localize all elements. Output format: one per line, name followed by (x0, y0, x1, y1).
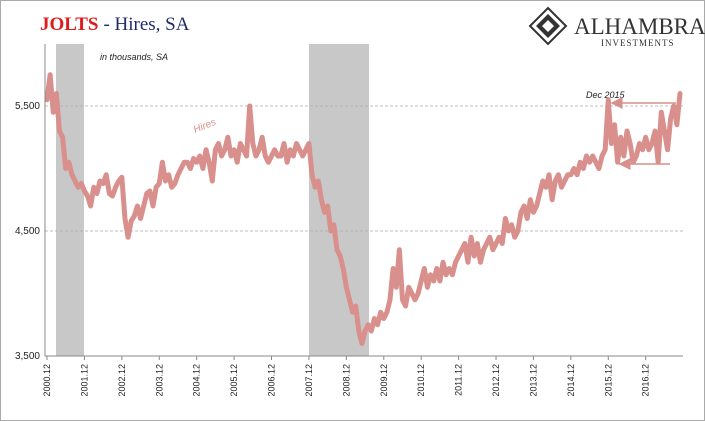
logo-mark (536, 14, 560, 38)
x-tick-label: 2013.12 (528, 364, 538, 397)
point-label: Dec 2015 (586, 90, 626, 100)
chart-title: JOLTS - Hires, SA (40, 14, 190, 35)
x-tick-label: 2008.12 (341, 364, 351, 397)
logo: ALHAMBRA INVESTMENTS (528, 6, 705, 48)
logo-name: ALHAMBRA (574, 14, 705, 39)
x-tick-label: 2015.12 (603, 364, 613, 397)
x-tick-label: 2004.12 (192, 364, 202, 397)
x-tick-label: 2011.12 (454, 364, 464, 396)
x-tick-label: 2010.12 (416, 364, 426, 397)
x-tick-label: 2005.12 (229, 364, 239, 397)
logo-tagline: INVESTMENTS (601, 38, 675, 48)
x-tick-label: 2000.12 (42, 364, 52, 397)
x-tick-label: 2001.12 (79, 364, 89, 397)
y-tick-label: 3,500 (15, 351, 40, 362)
x-tick-label: 2009.12 (379, 364, 389, 397)
title-sub: - Hires, SA (103, 14, 189, 35)
x-tick-label: 2012.12 (491, 364, 501, 397)
x-tick-label: 2016.12 (641, 364, 651, 397)
x-tick-label: 2007.12 (304, 364, 314, 397)
x-tick-label: 2014.12 (566, 364, 576, 397)
logo-mark (528, 6, 568, 46)
y-tick-label: 5,500 (15, 101, 40, 112)
plot: 3,500 4,500 5,500 2000.12 2001.12 2002.12 2003… (15, 72, 683, 397)
x-tick-label: 2002.12 (117, 364, 127, 397)
recession-shade (309, 44, 369, 356)
x-tick-label: 2006.12 (267, 364, 277, 397)
recession-shade (56, 44, 84, 356)
y-tick-label: 4,500 (15, 226, 40, 237)
x-tick-label: 2003.12 (154, 364, 164, 397)
series-line (44, 72, 683, 346)
title-main: JOLTS (40, 14, 98, 35)
units-note: in thousands, SA (100, 52, 168, 62)
